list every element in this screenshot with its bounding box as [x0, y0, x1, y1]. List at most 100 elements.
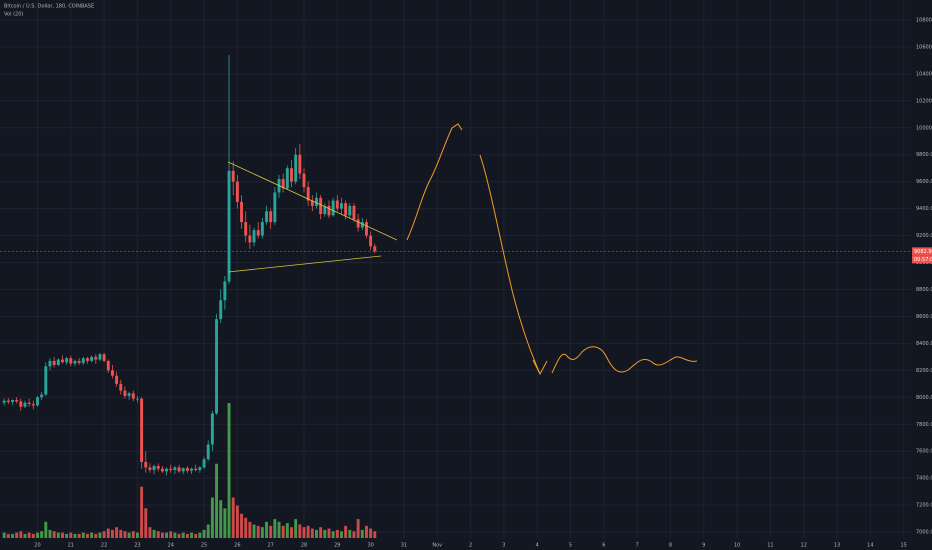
candle-body — [273, 192, 277, 223]
candle-body — [194, 468, 198, 471]
candle-body — [27, 402, 31, 405]
volume-bar — [227, 403, 231, 538]
volume-bar — [244, 517, 248, 538]
candle-body — [373, 246, 377, 252]
y-tick-label: 10400.00 — [916, 71, 932, 77]
volume-bar — [273, 519, 277, 538]
countdown-box — [912, 255, 932, 264]
volume-bar — [344, 525, 348, 538]
volume-bar — [160, 532, 164, 538]
candle-body — [323, 205, 327, 215]
y-tick-label: 8600.00 — [916, 314, 932, 320]
volume-bar — [260, 527, 264, 538]
y-tick-label: 8000.00 — [916, 395, 932, 401]
candle-body — [219, 300, 223, 320]
candle-body — [94, 356, 98, 360]
x-tick-label: 3 — [502, 543, 505, 549]
candle-body — [48, 360, 52, 367]
volume-bar — [352, 531, 356, 538]
volume-bar — [6, 533, 10, 538]
x-tick-label: 29 — [334, 543, 340, 549]
volume-bar — [94, 533, 98, 538]
volume-bar — [106, 528, 110, 538]
volume-bar — [36, 532, 39, 538]
candle-body — [127, 393, 131, 396]
volume-bar — [202, 529, 206, 538]
candle-body — [319, 197, 323, 215]
y-tick-label: 9600.00 — [916, 179, 932, 185]
candle-body — [265, 211, 268, 223]
candle-body — [61, 359, 64, 363]
volume-bar — [223, 508, 227, 538]
candle-body — [40, 394, 44, 398]
candle-body — [2, 400, 6, 403]
volume-bar — [310, 528, 314, 538]
candle-body — [165, 468, 169, 472]
candle-body — [294, 154, 298, 182]
volume-bar — [73, 533, 77, 538]
volume-bar — [265, 521, 268, 538]
volume-bar — [2, 532, 6, 538]
volume-bar — [365, 525, 368, 538]
x-tick-label: 27 — [267, 543, 273, 549]
candle-body — [235, 181, 239, 202]
candle-body — [6, 400, 10, 403]
x-tick-label: 25 — [201, 543, 207, 549]
candle-body — [298, 154, 302, 174]
volume-bar — [65, 533, 69, 538]
y-tick-label: 9400.00 — [916, 206, 932, 212]
y-tick-label: 10200.00 — [916, 98, 932, 104]
volume-bar — [61, 532, 64, 538]
x-tick-label: 4 — [536, 543, 539, 549]
candle-body — [36, 397, 39, 406]
volume-bar — [298, 524, 302, 538]
volume-bar — [256, 525, 260, 538]
volume-bar — [44, 521, 48, 538]
volume-bar — [48, 529, 52, 538]
volume-bar — [123, 531, 127, 538]
volume-bar — [335, 529, 339, 538]
y-tick-label: 7600.00 — [916, 449, 932, 455]
volume-bar — [281, 525, 285, 538]
volume-bar — [327, 528, 331, 538]
y-tick-label: 7400.00 — [916, 476, 932, 482]
x-tick-label: 10 — [734, 543, 740, 549]
chart-title: Bitcoin / U.S. Dollar, 180, COINBASE — [4, 4, 94, 10]
candle-body — [15, 399, 19, 402]
volume-bar — [198, 532, 202, 538]
y-tick-label: 8800.00 — [916, 287, 932, 293]
volume-bar — [15, 532, 19, 538]
y-tick-label: 7000.00 — [916, 530, 932, 536]
volume-bar — [231, 497, 235, 538]
x-tick-label: 20 — [34, 543, 40, 549]
candle-body — [198, 467, 202, 471]
volume-bar — [140, 486, 144, 538]
volume-bar — [360, 529, 364, 538]
x-tick-label: 7 — [636, 543, 639, 549]
volume-bar — [219, 500, 223, 538]
candle-body — [135, 398, 139, 400]
volume-bar — [302, 527, 306, 538]
axes: 7000.00 7200.00 7400.00 7600.00 7800.00 8000.… — [34, 17, 932, 549]
volume-bar — [156, 531, 160, 538]
volume-bar — [19, 531, 23, 538]
volume-bar — [185, 533, 189, 538]
candle-body — [206, 444, 210, 460]
x-tick-label: 23 — [134, 543, 140, 549]
x-tick-label: 30 — [367, 543, 373, 549]
volume-bar — [235, 505, 239, 538]
volume-bar — [369, 528, 373, 538]
candle-body — [52, 360, 56, 365]
x-tick-label: 9 — [702, 543, 705, 549]
volume-bar — [277, 521, 281, 538]
volume-bar — [269, 525, 273, 538]
candle-body — [81, 358, 85, 363]
candle-body — [190, 468, 194, 471]
x-tick-label: 22 — [101, 543, 107, 549]
volume-bar — [27, 532, 31, 538]
volume-bar — [285, 523, 289, 538]
x-tick-label: 15 — [900, 543, 906, 549]
y-tick-label: 9800.00 — [916, 152, 932, 158]
